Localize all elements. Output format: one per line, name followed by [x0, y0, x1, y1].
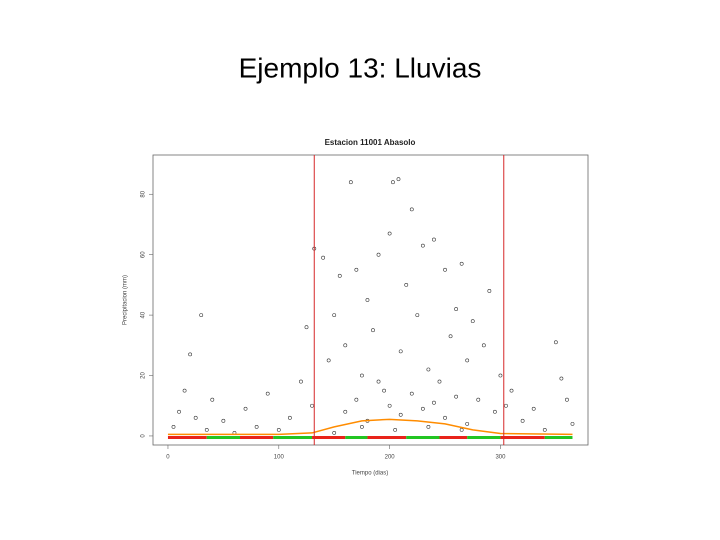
point: [437, 379, 442, 384]
point: [265, 391, 270, 396]
point: [396, 177, 401, 182]
point: [448, 334, 453, 339]
y-tick-label: 40: [141, 311, 147, 318]
point: [487, 289, 492, 293]
point: [188, 352, 193, 357]
point: [387, 231, 392, 236]
point: [354, 267, 359, 272]
point: [199, 313, 204, 318]
point: [443, 267, 447, 272]
point: [204, 427, 209, 432]
point: [432, 237, 436, 242]
plot-frame: [152, 154, 589, 446]
y-tick-label: 80: [141, 190, 147, 197]
point: [559, 376, 564, 381]
point: [210, 397, 215, 402]
point: [459, 427, 464, 432]
point: [504, 403, 508, 408]
point: [348, 180, 353, 185]
point: [459, 261, 464, 266]
point: [542, 427, 547, 432]
y-tick-label: 20: [141, 372, 147, 379]
point: [393, 427, 398, 432]
point: [332, 313, 337, 318]
point: [360, 373, 364, 378]
point: [520, 418, 525, 423]
point: [221, 418, 226, 423]
point: [409, 391, 414, 396]
point: [531, 406, 536, 411]
point: [354, 397, 359, 402]
point: [432, 400, 436, 405]
point: [343, 343, 348, 348]
point: [470, 319, 475, 324]
point: [493, 409, 497, 414]
point: [465, 421, 470, 426]
point: [365, 298, 370, 302]
point: [382, 388, 386, 393]
point: [426, 424, 431, 429]
chart-title: Estacion 11001 Abasolo: [325, 138, 416, 147]
point: [426, 367, 431, 372]
point: [182, 388, 187, 393]
point: [509, 388, 514, 393]
point: [398, 349, 403, 354]
point: [454, 394, 459, 399]
point: [332, 431, 337, 435]
point: [371, 328, 375, 333]
point: [310, 403, 314, 408]
x-tick-label: 0: [166, 455, 170, 461]
point: [243, 406, 248, 411]
point: [498, 373, 503, 378]
point: [454, 307, 459, 311]
point: [387, 403, 392, 408]
point: [276, 427, 281, 432]
smooth-line: [167, 418, 573, 436]
point: [481, 343, 486, 348]
point: [476, 397, 481, 402]
point: [193, 415, 198, 420]
point: [326, 358, 331, 363]
point: [565, 397, 569, 402]
point: [254, 424, 259, 429]
point: [376, 379, 381, 384]
point: [553, 340, 558, 345]
point: [299, 379, 303, 384]
point: [287, 415, 292, 420]
point: [171, 424, 176, 429]
point: [420, 406, 425, 411]
point: [415, 313, 420, 318]
x-axis-label: Tiempo (dias): [352, 471, 388, 477]
point: [443, 415, 447, 420]
point: [376, 252, 381, 257]
point: [391, 180, 395, 185]
point: [360, 424, 364, 429]
y-tick-label: 60: [141, 251, 147, 258]
x-tick-label: 300: [495, 455, 506, 461]
x-tick-label: 100: [274, 455, 285, 461]
y-axis-label: Precipitacion (mm): [123, 275, 129, 325]
point: [337, 273, 342, 278]
point: [570, 421, 575, 426]
point: [398, 412, 403, 417]
point: [321, 255, 326, 260]
point: [177, 409, 181, 414]
point: [409, 207, 414, 212]
x-tick-label: 200: [385, 455, 396, 461]
point: [304, 325, 309, 330]
slide-title: Ejemplo 13: Lluvias: [239, 52, 482, 83]
point: [404, 282, 409, 287]
point: [420, 243, 425, 248]
y-tick-label: 0: [141, 434, 147, 438]
point: [465, 358, 470, 363]
point: [343, 409, 348, 414]
